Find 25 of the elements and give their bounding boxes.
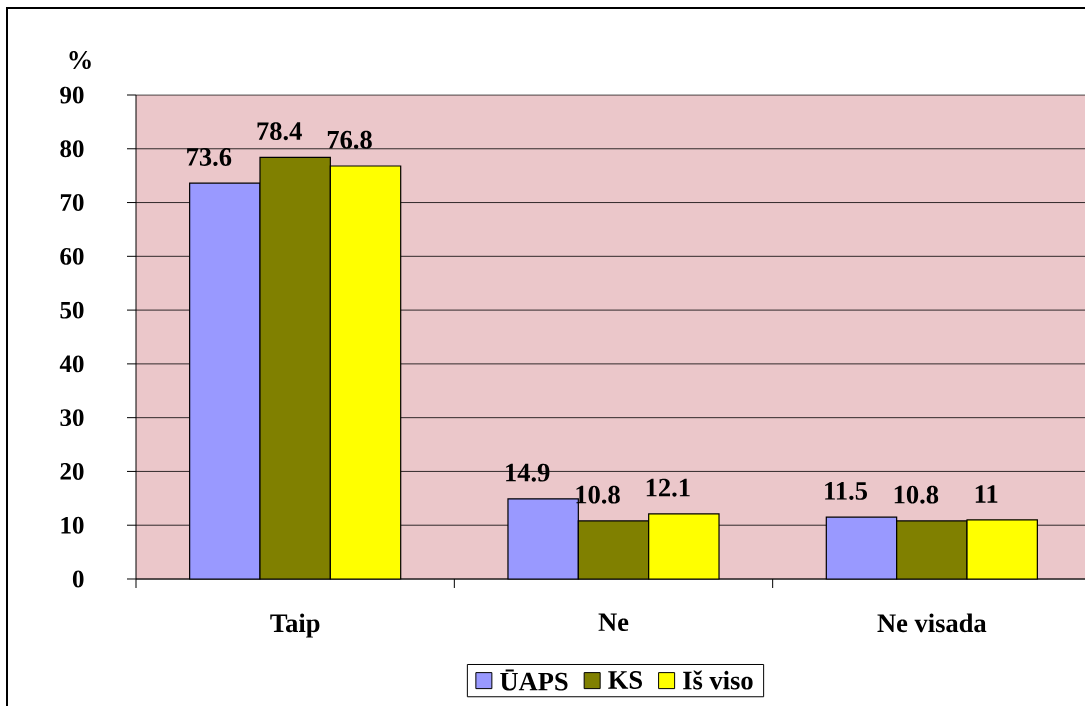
legend-label: ŪAPS bbox=[500, 669, 568, 691]
legend-label: Iš viso bbox=[683, 670, 753, 690]
data-label: 73.6 bbox=[187, 148, 232, 166]
data-label: 11 bbox=[975, 485, 998, 503]
x-tick-label: Ne bbox=[598, 613, 629, 632]
x-tick-label: Taip bbox=[270, 613, 320, 638]
data-label: 78.4 bbox=[257, 122, 302, 141]
legend-label: KS bbox=[608, 671, 642, 689]
data-label: 11.5 bbox=[825, 482, 867, 500]
y-tick-label: 80 bbox=[60, 140, 84, 158]
y-axis-title: % bbox=[69, 51, 91, 69]
y-tick-label: 10 bbox=[61, 516, 84, 534]
y-tick-label: 30 bbox=[60, 409, 84, 427]
y-tick-label: 90 bbox=[60, 86, 84, 104]
data-label: 10.8 bbox=[576, 485, 620, 504]
y-tick-label: 60 bbox=[60, 247, 84, 265]
y-tick-label: 70 bbox=[60, 194, 84, 211]
data-label: 10.8 bbox=[894, 485, 939, 504]
y-tick-label: 40 bbox=[59, 355, 84, 373]
x-tick-label: Ne visada bbox=[877, 613, 987, 633]
y-tick-label: 20 bbox=[60, 463, 84, 480]
y-tick-label: 50 bbox=[60, 301, 84, 319]
y-tick-label: 0 bbox=[72, 570, 84, 588]
data-label: 12.1 bbox=[646, 478, 690, 497]
data-label: 76.8 bbox=[327, 130, 372, 149]
